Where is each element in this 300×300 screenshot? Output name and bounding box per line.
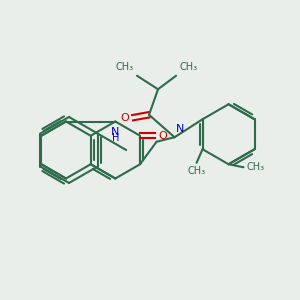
Text: N: N [111,127,120,137]
Text: CH₃: CH₃ [188,166,206,176]
Text: CH₃: CH₃ [179,62,197,72]
Text: O: O [159,131,167,141]
Text: CH₃: CH₃ [247,162,265,172]
Text: N: N [176,124,184,134]
Text: H: H [112,133,119,143]
Text: CH₃: CH₃ [116,62,134,72]
Text: O: O [120,113,129,123]
